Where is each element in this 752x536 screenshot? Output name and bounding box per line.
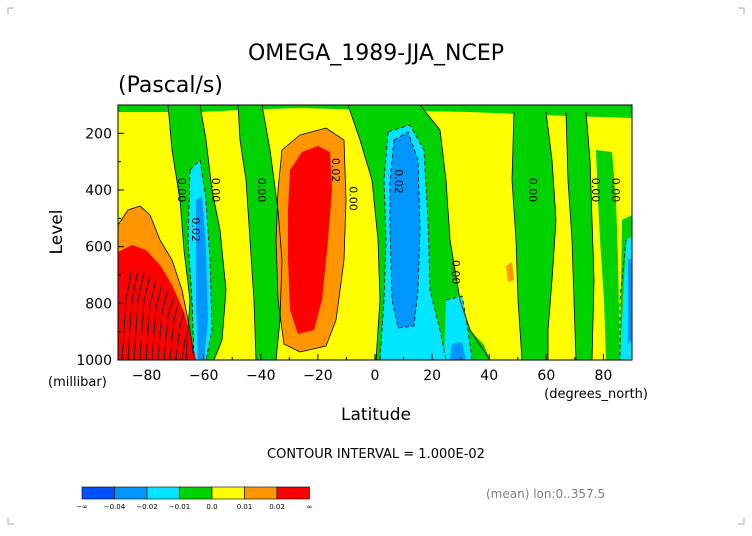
legend-swatch [244,486,278,500]
green-band-north-3 [596,150,620,360]
legend-level-label: −∞ [76,503,88,511]
y-axis: 200 400 600 800 1000 [76,126,124,369]
contour-label: 0.02 [189,217,202,242]
contour-label: 0.00 [449,260,462,285]
contour-label: 0.00 [346,186,359,211]
green-band-south-2 [238,105,282,360]
contour-label: 0.00 [209,178,222,203]
contour-label: 0.02 [392,169,405,194]
contour-lines-dashed [187,124,627,360]
red-subtropics-south [288,146,332,334]
crop-marks [7,7,745,525]
cyan-north-small [444,296,472,360]
contour-label: 0.00 [589,178,602,203]
color-legend: −∞ −0.04 −0.02 −0.01 0.0 0.01 0.02 ∞ [76,486,313,511]
blue-north-small [450,342,466,360]
x-tick-label: 40 [480,368,498,384]
legend-level-label: ∞ [307,503,313,511]
contour-label: 0.00 [526,178,539,203]
legend-level-label: 0.02 [269,503,285,511]
x-tick-label: −80 [132,368,162,384]
legend-level-label: −0.01 [169,503,190,511]
legend-level-label: 0.01 [237,503,253,511]
contour-label: 0.02 [329,158,342,183]
x-tick-label: −20 [303,368,333,384]
green-band-north-1 [512,112,556,360]
x-axis: −80 −60 −40 −20 0 20 40 60 80 [117,354,633,384]
blue-pole-north [628,258,632,344]
green-band-north-2 [566,112,594,360]
legend-swatch [179,486,213,500]
footnote: (mean) lon:0..357.5 [486,487,605,501]
legend-swatch [146,486,180,500]
contour-interval: CONTOUR INTERVAL = 1.000E-02 [267,447,485,462]
y-axis-label: Level [47,210,67,255]
contour-label: 0.00 [255,178,268,203]
legend-swatch [276,486,310,500]
y-tick-label: 400 [85,183,112,199]
y-units-label: (millibar) [48,375,107,390]
contour-field [118,105,632,360]
blue-tropics [390,132,420,328]
x-tick-label: 60 [537,368,555,384]
blue-south [196,196,208,360]
x-axis-label: Latitude [341,405,411,425]
legend-swatch [211,486,245,500]
orange-small-north [506,262,514,282]
legend-swatch [81,486,115,500]
x-tick-label: 20 [423,368,441,384]
y-tick-label: 800 [85,296,112,312]
dense-contours-south [121,267,187,360]
legend-swatch [114,486,148,500]
y-tick-label: 200 [85,126,112,142]
chart-title: OMEGA_1989-JJA_NCEP [248,41,504,66]
chart-subtitle: (Pascal/s) [118,73,223,98]
y-tick-label: 1000 [76,353,112,369]
x-tick-label: −60 [189,368,219,384]
legend-level-label: 0.0 [206,503,217,511]
x-units-label: (degrees_north) [544,387,648,402]
contour-label: 0.00 [609,178,622,203]
x-tick-label: 0 [371,368,380,384]
legend-level-label: −0.04 [104,503,126,511]
x-tick-label: −40 [246,368,276,384]
legend-level-label: −0.02 [136,503,157,511]
contour-lines [118,105,595,360]
contour-label: 0.00 [175,178,188,203]
x-tick-label: 80 [595,368,613,384]
y-tick-label: 600 [85,240,112,256]
contour-labels: 0.00 0.00 0.00 0.02 0.02 0.00 0.02 0.00 0.00 0.00… [175,158,622,284]
